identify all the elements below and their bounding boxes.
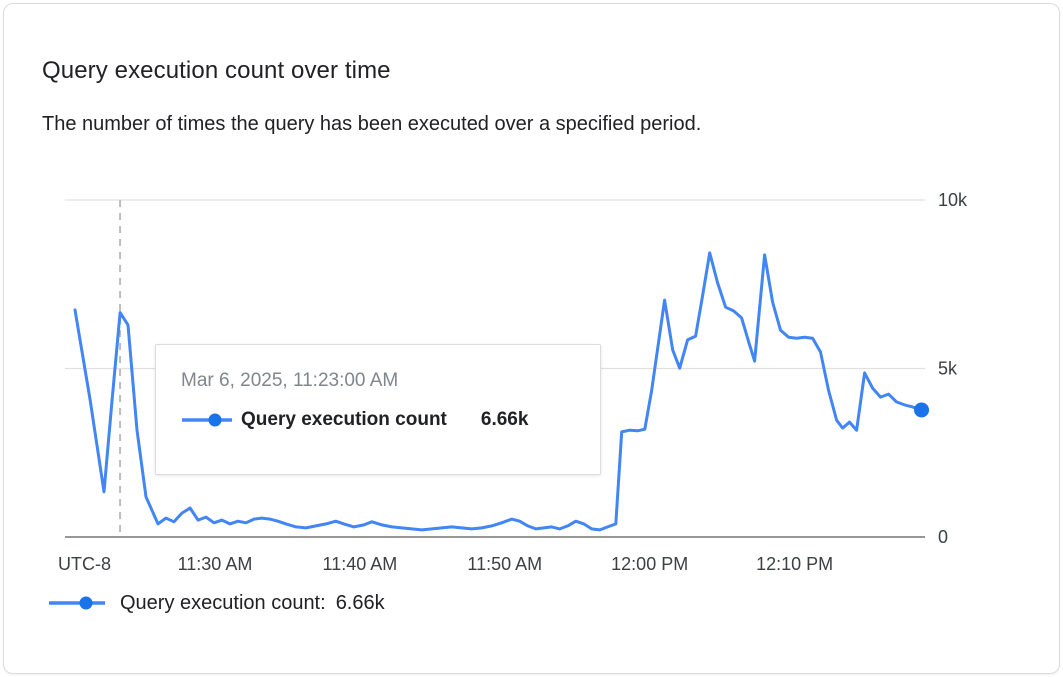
- y-axis-tick-label: 0: [938, 527, 948, 547]
- chart-subtitle: The number of times the query has been e…: [42, 113, 702, 135]
- tooltip-series-value: 6.66k: [480, 409, 529, 430]
- x-axis-tick-label: 11:50 AM: [467, 554, 542, 574]
- chart-card: [3, 3, 1060, 674]
- timezone-label: UTC-8: [58, 554, 111, 574]
- chart-legend[interactable]: Query execution count: 6.66k: [48, 590, 385, 616]
- x-axis-tick-label: 11:30 AM: [178, 554, 253, 574]
- tooltip-timestamp: Mar 6, 2025, 11:23:00 AM: [181, 370, 399, 391]
- legend-line-dot-icon: [49, 596, 105, 610]
- series-endpoint-dot: [914, 402, 930, 418]
- series-dot-icon: [208, 413, 222, 427]
- x-axis-tick-label: 11:40 AM: [323, 554, 398, 574]
- x-axis-tick-label: 12:10 PM: [756, 554, 833, 574]
- legend-series-label: Query execution count:: [120, 591, 326, 614]
- legend-series-value: 6.66k: [335, 591, 385, 614]
- x-axis-tick-label: 12:00 PM: [611, 554, 688, 574]
- legend-dot-icon: [79, 596, 93, 610]
- chart-title: Query execution count over time: [42, 57, 391, 84]
- chart-tooltip: Mar 6, 2025, 11:23:00 AM Query execution…: [155, 344, 601, 475]
- query-count-line-series: [73, 251, 923, 532]
- tooltip-series-label: Query execution count: [241, 409, 447, 430]
- tooltip-series-row: Query execution count 6.66k: [181, 409, 572, 431]
- series-line-dot-icon: [182, 413, 232, 427]
- y-axis-tick-label: 5k: [938, 359, 958, 379]
- y-axis-tick-label: 10k: [938, 190, 968, 210]
